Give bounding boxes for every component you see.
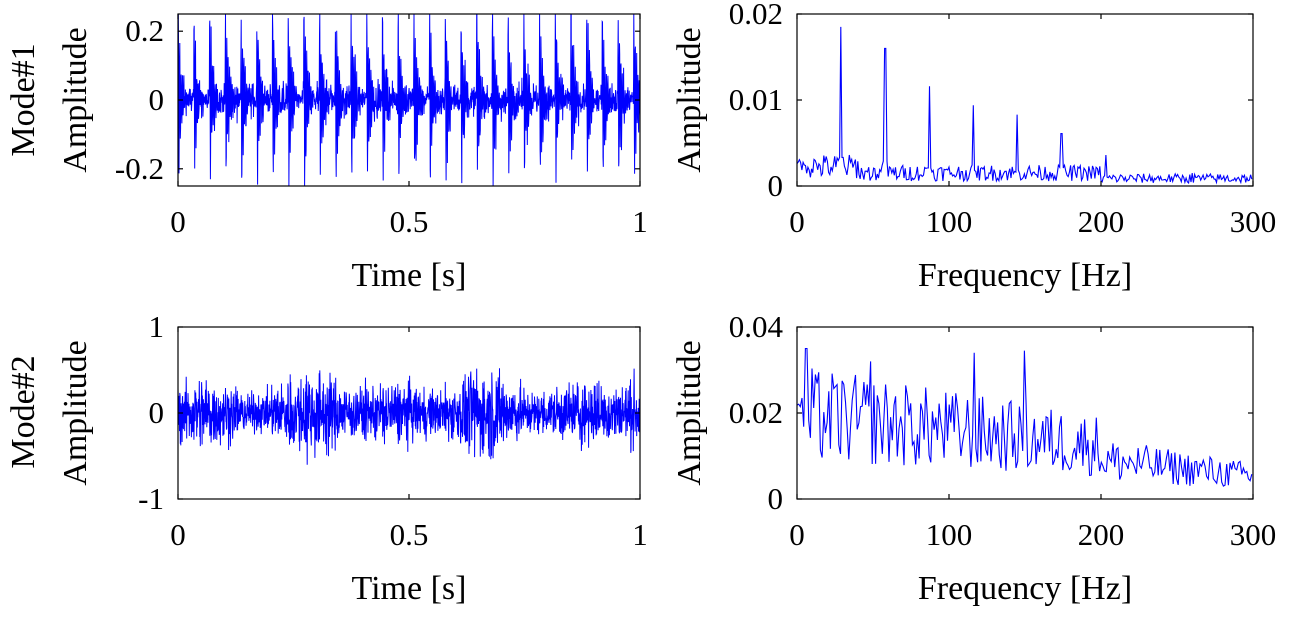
signal-line [177, 13, 641, 187]
x-tick-label: 300 [1230, 517, 1277, 552]
y-tick-label: 0 [768, 168, 784, 203]
x-tick-label: 0.5 [390, 517, 429, 552]
spectrum-line [796, 26, 1253, 185]
x-axis-label: Frequency [Hz] [918, 257, 1132, 294]
y-tick-label: 0 [149, 395, 165, 430]
y-tick-label: 0.02 [729, 395, 783, 430]
y-tick-label: 1 [149, 309, 165, 344]
x-tick-label: 0 [789, 517, 805, 552]
panel-mode1-time: 0 0.5 1-0.200.2 Time [s] Amplitude [57, 13, 648, 294]
y-tick-label: 0 [149, 82, 165, 117]
x-axis-label: Time [s] [352, 570, 467, 607]
panel-mode1-spectrum: 0 100 200 300 0 0.01 0.02 Frequency [Hz] Ampli… [671, 0, 1276, 294]
x-tick-label: 0.5 [390, 204, 429, 239]
y-tick-label: 0.04 [729, 309, 784, 344]
axes-frame [796, 13, 1254, 187]
x-tick-label: 1 [632, 517, 648, 552]
y-axis-label: Amplitude [57, 340, 94, 485]
y-axis-label: Amplitude [671, 340, 708, 485]
x-tick-label: 200 [1078, 517, 1125, 552]
y-tick-label: 0 [768, 481, 784, 516]
x-tick-label: 200 [1078, 204, 1125, 239]
spectrum-line [796, 347, 1253, 487]
x-tick-label: 0 [170, 517, 186, 552]
x-tick-label: 1 [632, 204, 648, 239]
y-tick-label: -1 [138, 481, 164, 516]
y-tick-label: -0.2 [115, 151, 164, 186]
x-tick-label: 300 [1230, 204, 1277, 239]
x-tick-label: 100 [926, 517, 973, 552]
y-axis-label: Amplitude [671, 27, 708, 172]
y-axis-label: Amplitude [57, 27, 94, 172]
y-tick-label: 0.02 [729, 0, 783, 31]
x-tick-label: 100 [926, 204, 973, 239]
panel-mode2-time: 0 0.5 1-101 Time [s] Amplitude [57, 309, 648, 607]
y-tick-label: 0.2 [125, 13, 164, 48]
x-tick-label: 0 [789, 204, 805, 239]
mode-label-2: Mode#2 [5, 355, 42, 468]
mode-label-1: Mode#1 [5, 43, 42, 156]
x-axis-label: Frequency [Hz] [918, 570, 1132, 607]
signal-line [177, 368, 641, 465]
x-tick-label: 0 [170, 204, 186, 239]
y-tick-label: 0.01 [729, 82, 783, 117]
x-axis-label: Time [s] [352, 257, 467, 294]
panel-mode2-spectrum: 0 100 200 300 0 0.02 0.04 Frequency [Hz] Ampli… [671, 309, 1276, 607]
